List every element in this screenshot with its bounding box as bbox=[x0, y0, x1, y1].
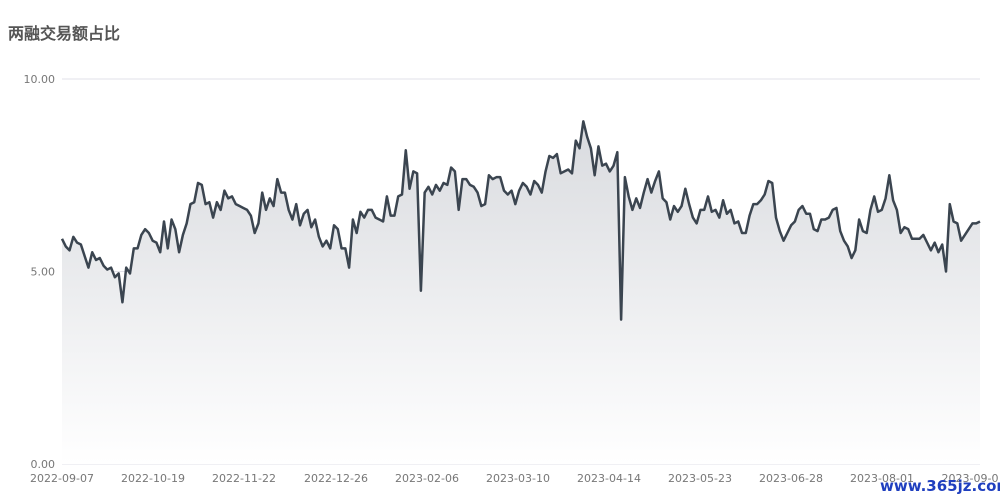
x-tick-label: 2022-10-19 bbox=[121, 472, 185, 485]
x-tick-label: 2023-05-23 bbox=[668, 472, 732, 485]
series-line bbox=[60, 120, 981, 321]
y-axis-ticks: 10.00 5.00 0.00 bbox=[24, 73, 56, 471]
y-tick-label: 0.00 bbox=[31, 458, 56, 471]
x-tick-label: 2023-06-28 bbox=[759, 472, 823, 485]
y-tick-label: 5.00 bbox=[31, 266, 56, 279]
x-tick-label: 2023-03-10 bbox=[486, 472, 550, 485]
y-tick-label: 10.00 bbox=[24, 73, 56, 86]
watermark: www.365jz.com bbox=[880, 477, 1000, 495]
x-tick-label: 2023-08-01 bbox=[850, 472, 914, 485]
area-fill bbox=[62, 121, 980, 464]
x-tick-label: 2023-02-06 bbox=[395, 472, 459, 485]
x-tick-label: 2022-11-22 bbox=[212, 472, 276, 485]
x-tick-label: 2023-09-0 bbox=[942, 472, 999, 485]
chart-title: 两融交易额占比 bbox=[8, 24, 121, 43]
x-tick-label: 2023-04-14 bbox=[577, 472, 641, 485]
x-tick-label: 2022-09-07 bbox=[30, 472, 94, 485]
x-axis-ticks: 2022-09-07 2022-10-19 2022-11-22 2022-12-26… bbox=[30, 472, 998, 485]
x-tick-label: 2022-12-26 bbox=[304, 472, 368, 485]
